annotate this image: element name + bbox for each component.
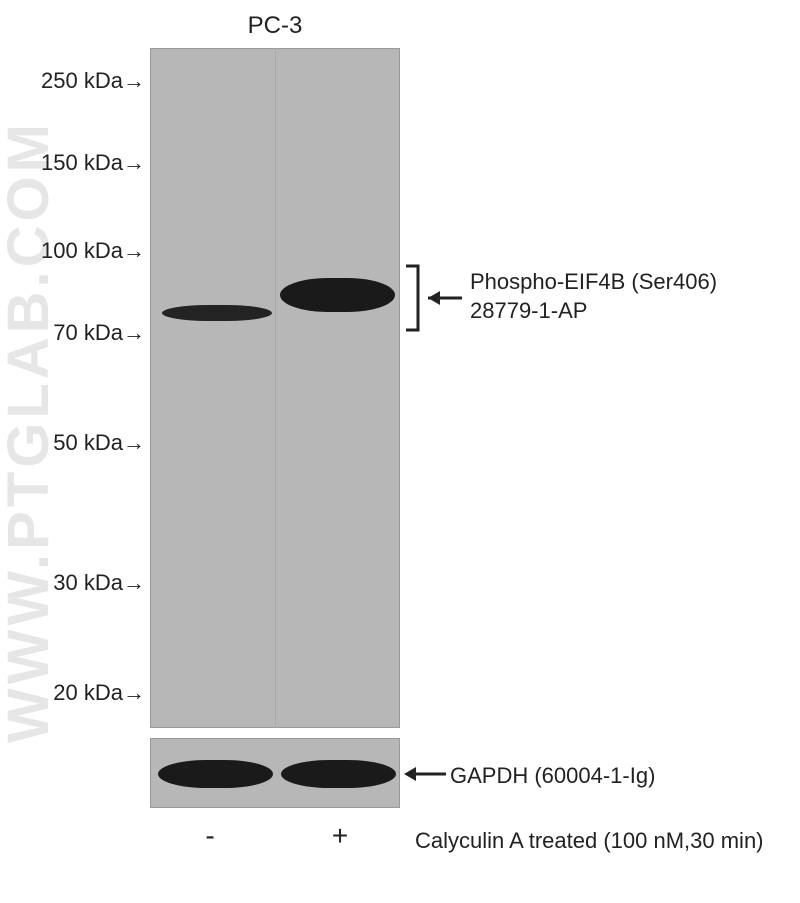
band-lane1-gapdh <box>158 760 273 788</box>
ladder-30: 30 kDa→ <box>53 570 145 596</box>
phospho-line1: Phospho-EIF4B (Ser406) <box>470 269 717 294</box>
band-lane2-gapdh <box>281 760 396 788</box>
ladder-20: 20 kDa→ <box>53 680 145 706</box>
ladder-250: 250 kDa→ <box>41 68 145 94</box>
phospho-annotation: Phospho-EIF4B (Ser406) 28779-1-AP <box>470 268 717 325</box>
gapdh-annotation: GAPDH (60004-1-Ig) <box>450 762 655 791</box>
ladder-50: 50 kDa→ <box>53 430 145 456</box>
treatment-label: Calyculin A treated (100 nM,30 min) <box>415 828 764 854</box>
gapdh-arrow <box>402 760 448 788</box>
treatment-plus: + <box>330 820 350 852</box>
band-lane2-phospho <box>280 278 395 312</box>
ladder-70: 70 kDa→ <box>53 320 145 346</box>
phospho-line2: 28779-1-AP <box>470 298 587 323</box>
ladder-100: 100 kDa→ <box>41 238 145 264</box>
main-lane-separator <box>275 48 276 728</box>
treatment-minus: - <box>200 820 220 852</box>
band-lane1-phospho <box>162 305 272 321</box>
sample-label: PC-3 <box>195 12 355 40</box>
phospho-bracket <box>400 260 470 340</box>
western-blot-figure: WWW.PTGLAB.COM PC-3 250 kDa→ 150 kDa→ 10… <box>0 0 800 903</box>
ladder-150: 150 kDa→ <box>41 150 145 176</box>
